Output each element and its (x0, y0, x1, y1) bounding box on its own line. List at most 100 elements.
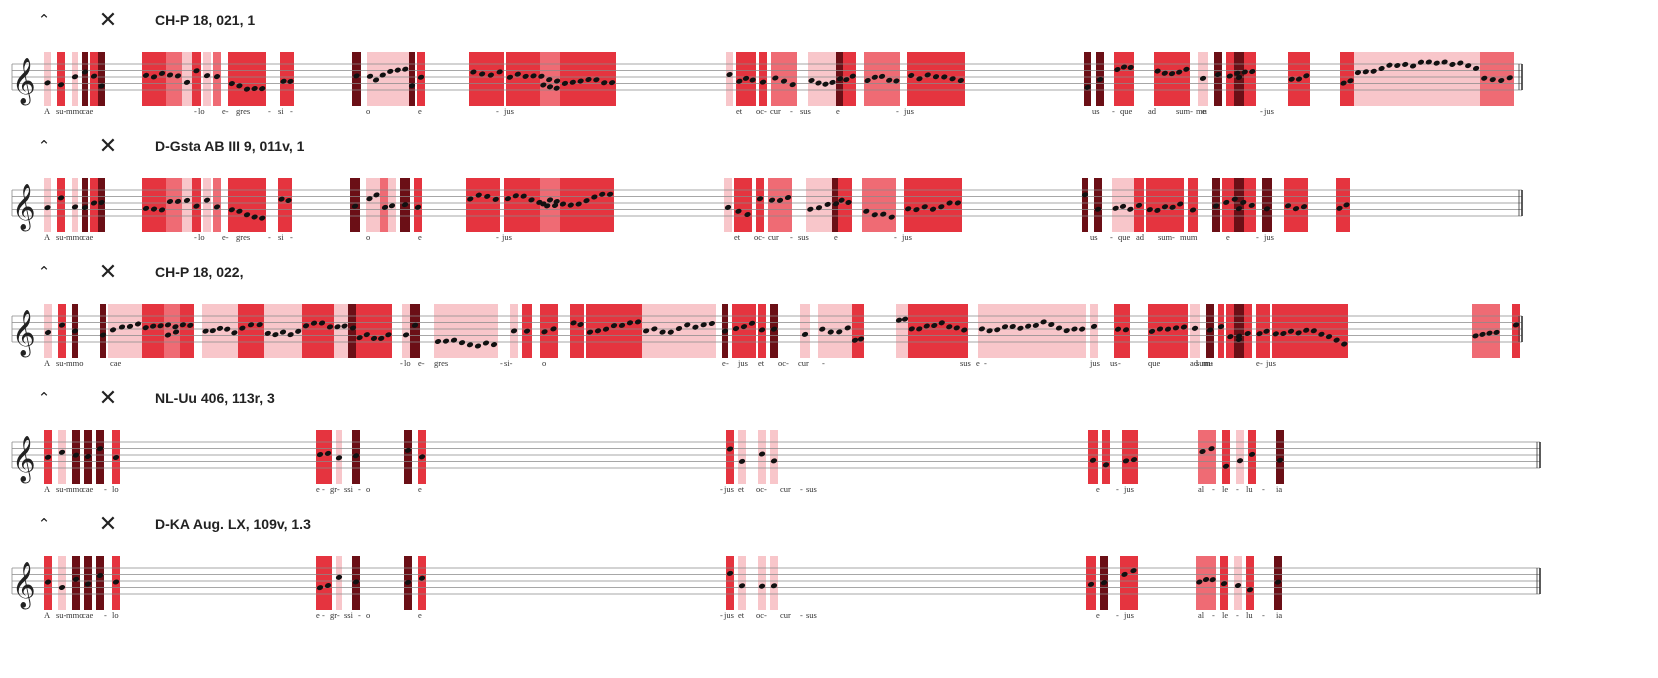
syllable-highlight (44, 52, 51, 106)
lyric-syllable: oc- (756, 610, 767, 620)
note-head (1055, 325, 1063, 331)
note-head (514, 71, 521, 77)
close-icon[interactable]: ✕ (98, 133, 118, 159)
chevron-up-icon[interactable]: ⌃ (37, 11, 51, 29)
panel-title: D-KA Aug. LX, 109v, 1.3 (155, 516, 311, 532)
lyric-syllable: - (322, 610, 325, 620)
close-icon[interactable]: ✕ (98, 385, 118, 411)
note-head (938, 320, 945, 326)
lyric-syllable: ad (1190, 358, 1199, 368)
note-head (978, 326, 985, 332)
note-head (71, 74, 79, 80)
note-head (559, 201, 567, 207)
note-head (1087, 581, 1095, 587)
note-head (744, 212, 751, 218)
note-head (1498, 77, 1505, 83)
note-head (458, 340, 466, 346)
note-head (724, 204, 732, 210)
note-head (202, 328, 209, 334)
lyric-syllable: ssi (344, 484, 354, 494)
lyric-syllable: - (1260, 106, 1263, 116)
note-head (1486, 330, 1493, 336)
syllable-highlight (726, 430, 734, 484)
lyric-syllable: jus (1265, 358, 1276, 368)
note-head (58, 584, 66, 590)
lyric-syllable: cur (780, 610, 791, 620)
note-head (381, 204, 389, 210)
note-head (166, 198, 174, 204)
note-head (1457, 60, 1464, 66)
note-head (570, 320, 577, 326)
note-head (334, 324, 341, 330)
note-head (608, 80, 616, 86)
lyric-syllable: - (496, 232, 499, 242)
note-head (758, 583, 766, 589)
note-head (1122, 327, 1130, 333)
syllable-highlight (182, 52, 192, 106)
note-head (1090, 323, 1098, 329)
chevron-up-icon[interactable]: ⌃ (37, 137, 51, 155)
lyric-syllable: mmo (66, 232, 83, 242)
note-head (546, 197, 554, 203)
note-head (1214, 71, 1222, 77)
note-head (776, 197, 784, 203)
lyric-syllable: jus (723, 610, 734, 620)
lyric-syllable: - (194, 106, 197, 116)
note-head (583, 198, 590, 204)
note-head (239, 325, 246, 331)
note-head (1156, 326, 1164, 332)
note-head (908, 326, 915, 332)
note-head (1246, 587, 1254, 593)
note-head (1180, 324, 1188, 330)
note-head (1240, 199, 1247, 205)
lyric-syllable: cae (110, 358, 122, 368)
note-head (213, 204, 221, 210)
note-head (1234, 582, 1242, 588)
chevron-up-icon[interactable]: ⌃ (37, 263, 51, 281)
lyric-syllable: us (1110, 358, 1118, 368)
lyric-syllable: que (1120, 106, 1133, 116)
syllable-highlight (409, 52, 415, 106)
note-head (1274, 579, 1282, 585)
note-head (1120, 64, 1128, 70)
note-head (492, 196, 499, 202)
lyric-syllable: si (278, 232, 284, 242)
note-head (836, 329, 843, 335)
syllable-highlight (1222, 430, 1230, 484)
note-head (577, 78, 584, 84)
note-head (335, 455, 343, 461)
close-icon[interactable]: ✕ (98, 511, 118, 537)
note-head (1100, 580, 1108, 586)
note-head (81, 204, 89, 210)
syllable-highlight (1120, 556, 1138, 610)
syllable-highlight (1090, 304, 1098, 358)
chevron-up-icon[interactable]: ⌃ (37, 389, 51, 407)
note-head (1119, 203, 1127, 209)
note-head (1465, 63, 1472, 69)
syllable-highlight (418, 556, 426, 610)
close-icon[interactable]: ✕ (98, 259, 118, 285)
lyric-syllable: gres (236, 232, 250, 242)
note-head (96, 572, 104, 579)
note-head (1248, 451, 1256, 457)
panel-title: D-Gsta AB III 9, 011v, 1 (155, 138, 305, 154)
lyric-syllable: - (500, 358, 503, 368)
syllable-highlight (466, 178, 500, 232)
note-head (112, 579, 120, 585)
note-head (278, 196, 285, 202)
note-head (324, 583, 332, 589)
lyric-syllable: que (1118, 232, 1131, 242)
note-head (1472, 65, 1480, 71)
lyric-syllable: cur (770, 106, 781, 116)
note-head (484, 193, 491, 199)
note-head (1236, 458, 1244, 464)
syllable-highlight (1234, 178, 1244, 232)
note-head (1220, 581, 1228, 587)
note-head (522, 73, 529, 79)
panel-header: ⌃ ✕ NL-Uu 406, 113r, 3 (0, 384, 600, 414)
chevron-up-icon[interactable]: ⌃ (37, 515, 51, 533)
syllable-highlight (164, 304, 180, 358)
note-head (1191, 325, 1199, 331)
close-icon[interactable]: ✕ (98, 7, 118, 33)
note-head (58, 449, 66, 455)
